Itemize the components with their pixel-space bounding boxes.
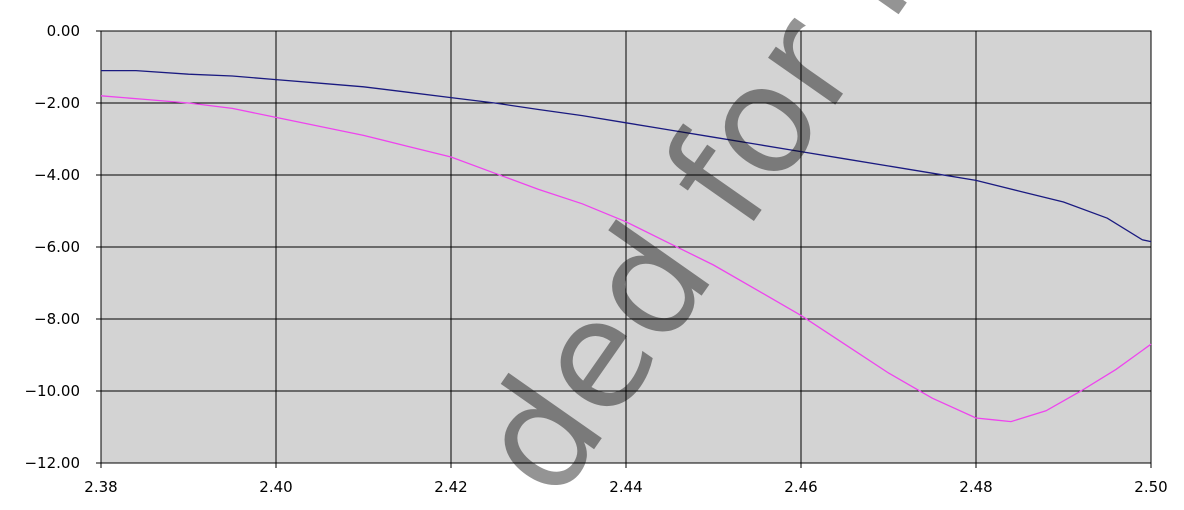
x-tick-label: 2.46 — [784, 478, 817, 496]
series-line-2 — [100, 95, 1152, 423]
y-tick-label: −12.00 — [24, 454, 80, 472]
y-tick-labels: 0.00 −2.00 −4.00 −6.00 −8.00 −10.00 −12.00 — [24, 22, 80, 472]
series-line-1 — [101, 69, 1152, 243]
x-tick-label: 2.40 — [259, 478, 292, 496]
y-tick-label: −8.00 — [34, 310, 80, 328]
x-tick-label: 2.48 — [959, 478, 992, 496]
y-tick-label: −4.00 — [34, 166, 80, 184]
x-tick-label: 2.44 — [609, 478, 642, 496]
y-tick-label: −10.00 — [24, 382, 80, 400]
y-tick-label: −6.00 — [34, 238, 80, 256]
x-tick-labels: 2.38 2.40 2.42 2.44 2.46 2.48 2.50 — [84, 478, 1167, 496]
x-tick-label: 2.38 — [84, 478, 117, 496]
series-lines — [100, 69, 1152, 423]
grid-lines — [101, 31, 1151, 463]
y-tick-label: 0.00 — [47, 22, 80, 40]
x-tick-label: 2.50 — [1134, 478, 1167, 496]
y-tick-label: −2.00 — [34, 94, 80, 112]
tick-marks — [96, 30, 1152, 468]
x-tick-label: 2.42 — [434, 478, 467, 496]
